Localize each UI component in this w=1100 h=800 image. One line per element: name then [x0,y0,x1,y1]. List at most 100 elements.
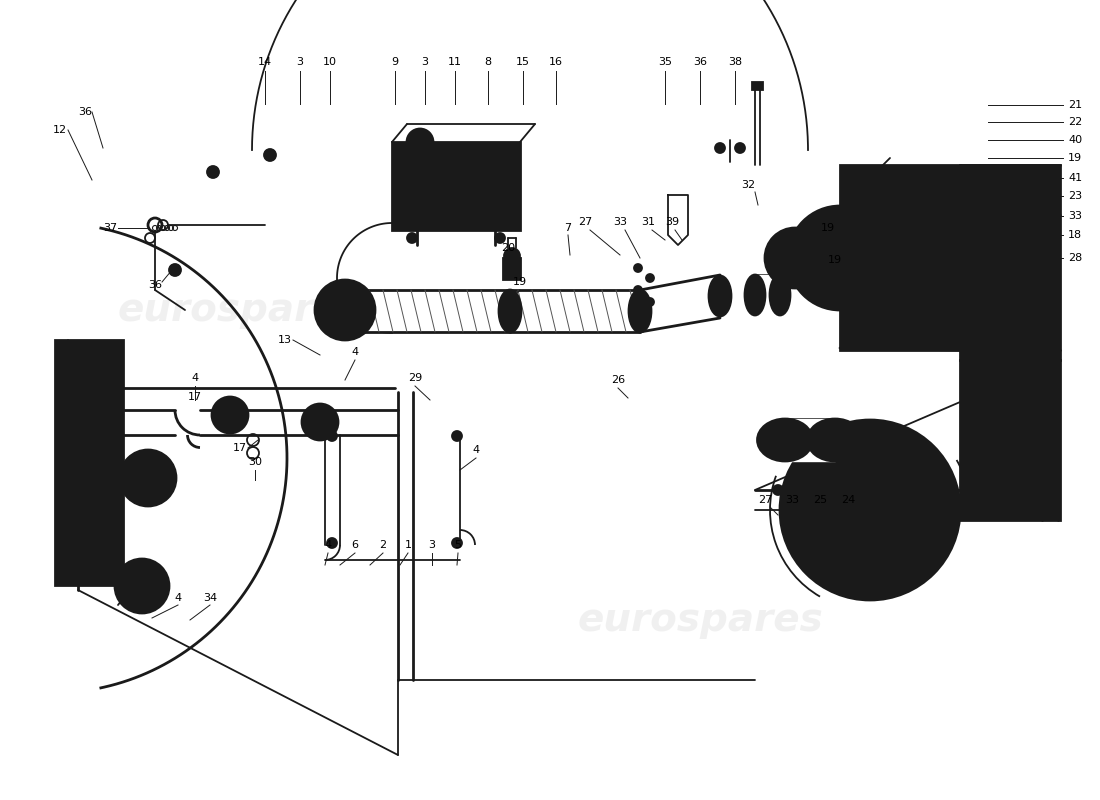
Circle shape [844,174,852,182]
Circle shape [315,280,375,340]
Circle shape [327,431,337,441]
Circle shape [864,193,877,207]
Text: 25: 25 [813,495,827,505]
Circle shape [815,485,825,495]
Text: 33: 33 [1068,211,1082,221]
Text: eurospares: eurospares [578,601,823,639]
Text: 18: 18 [1068,230,1082,240]
Ellipse shape [710,276,732,316]
Text: 11: 11 [448,57,462,67]
Circle shape [264,149,276,161]
Text: 30: 30 [248,457,262,467]
Text: 22: 22 [1068,117,1082,127]
Polygon shape [668,195,688,245]
Text: 16: 16 [549,57,563,67]
Circle shape [452,538,462,548]
Text: eurospares: eurospares [117,291,363,329]
Text: 33: 33 [785,495,799,505]
Circle shape [407,129,433,155]
Text: 23: 23 [1068,191,1082,201]
Circle shape [878,336,886,344]
Text: 19: 19 [1068,153,1082,163]
Text: 12: 12 [53,125,67,135]
Circle shape [327,538,337,548]
Text: 1: 1 [405,540,411,550]
Circle shape [878,174,886,182]
Text: 34: 34 [202,593,217,603]
Polygon shape [755,275,780,315]
Bar [503,258,521,280]
Circle shape [862,170,878,186]
Text: 17: 17 [188,392,202,402]
Circle shape [212,397,248,433]
Circle shape [764,228,825,288]
Circle shape [634,286,642,294]
Ellipse shape [629,290,651,332]
Text: 9: 9 [392,57,398,67]
Circle shape [844,336,852,344]
Bar [752,82,763,90]
Text: 4: 4 [191,373,199,383]
Text: 28: 28 [1068,253,1082,263]
Ellipse shape [745,275,764,315]
Circle shape [116,559,169,613]
Text: 40: 40 [1068,135,1082,145]
Text: 36: 36 [148,280,162,290]
Text: 38: 38 [728,57,743,67]
Text: 4: 4 [472,445,480,455]
Ellipse shape [770,275,790,315]
Text: 14: 14 [257,57,272,67]
Ellipse shape [499,290,521,332]
Text: 27: 27 [578,217,592,227]
Text: 6: 6 [352,540,359,550]
Bar [960,165,1060,360]
Circle shape [851,191,865,205]
Text: 10: 10 [323,57,337,67]
Text: 26: 26 [610,375,625,385]
Ellipse shape [758,419,813,461]
Circle shape [452,431,462,441]
Circle shape [795,485,805,495]
Text: 15: 15 [516,57,530,67]
Circle shape [788,206,892,310]
Text: 3: 3 [429,540,436,550]
Circle shape [780,420,960,600]
Text: 27: 27 [758,495,772,505]
Bar [960,360,1060,520]
Text: 31: 31 [641,217,654,227]
Circle shape [407,233,417,243]
Circle shape [715,143,725,153]
Circle shape [302,404,338,440]
Bar [840,165,960,350]
Polygon shape [345,290,510,332]
Text: 32: 32 [741,180,755,190]
Circle shape [773,485,783,495]
Text: 2: 2 [379,540,386,550]
Polygon shape [510,290,640,332]
Text: 13: 13 [278,335,292,345]
Circle shape [495,233,505,243]
Text: 8: 8 [484,57,492,67]
Text: 4: 4 [351,347,359,357]
Text: 3: 3 [421,57,429,67]
Circle shape [120,450,176,506]
Text: 19: 19 [821,223,835,233]
Text: 19: 19 [513,277,527,287]
Text: 35: 35 [658,57,672,67]
Ellipse shape [807,419,862,461]
Circle shape [646,274,654,282]
Ellipse shape [334,290,356,332]
Text: 17: 17 [233,443,248,453]
Text: 39: 39 [664,217,679,227]
Text: 3: 3 [297,57,304,67]
Circle shape [634,264,642,272]
Bar [392,142,520,230]
Bar [55,340,123,585]
Circle shape [169,264,182,276]
Text: 24: 24 [840,495,855,505]
Text: 4: 4 [324,540,331,550]
Text: 36: 36 [693,57,707,67]
Text: 5: 5 [454,540,462,550]
Text: 19: 19 [828,255,843,265]
Polygon shape [785,419,835,461]
